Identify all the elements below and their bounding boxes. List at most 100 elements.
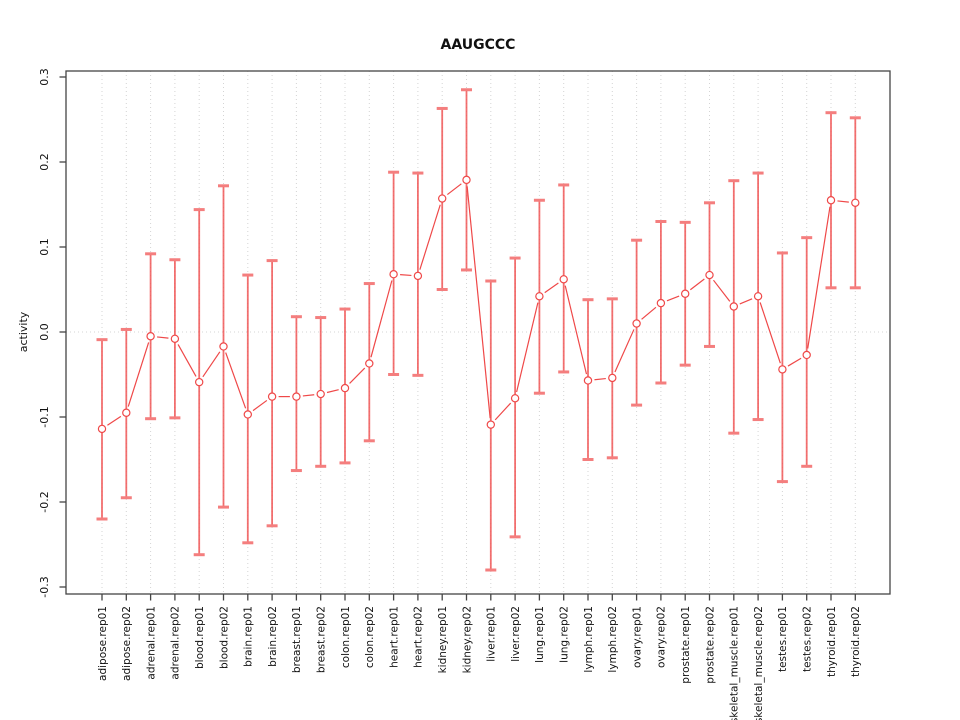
x-tick-label-liver.rep01: liver.rep01 <box>486 606 498 662</box>
series-segment <box>787 357 802 367</box>
series-segment <box>739 298 753 305</box>
x-tick-label-ovary.rep01: ovary.rep01 <box>631 606 643 668</box>
x-tick-label-lymph.rep02: lymph.rep02 <box>607 606 619 673</box>
x-tick-label-breast.rep02: breast.rep02 <box>316 606 328 673</box>
series-segment <box>494 402 512 421</box>
series-segment <box>419 204 441 270</box>
data-point-brain.rep02 <box>267 392 277 401</box>
series-segment <box>446 183 462 196</box>
data-point-testes.rep02 <box>802 350 811 360</box>
x-tick-label-liver.rep02: liver.rep02 <box>510 606 522 662</box>
series-segment <box>302 394 315 397</box>
y-tick-label: 0.2 <box>38 153 51 171</box>
x-tick-label-heart.rep01: heart.rep01 <box>388 606 400 668</box>
series-segment <box>837 200 849 203</box>
series-segment <box>202 351 221 378</box>
data-point-skeletal_muscle.rep02 <box>753 292 763 301</box>
x-tick-label-heart.rep02: heart.rep02 <box>413 606 425 668</box>
x-tick-label-kidney.rep02: kidney.rep02 <box>461 606 473 673</box>
x-tick-label-adipose.rep02: adipose.rep02 <box>121 606 133 681</box>
y-tick-label: -0.1 <box>38 406 51 427</box>
data-point-lymph.rep01 <box>583 376 593 385</box>
series-segment <box>564 285 588 375</box>
data-point-colon.rep01 <box>340 383 350 393</box>
data-point-adrenal.rep01 <box>146 332 155 341</box>
x-tick-label-lung.rep01: lung.rep01 <box>534 606 546 663</box>
series-segment <box>225 352 247 409</box>
data-point-heart.rep02 <box>413 271 423 281</box>
x-tick-label-skeletal_muscle.rep02: skeletal_muscle.rep02 <box>753 606 765 720</box>
data-point-skeletal_muscle.rep01 <box>729 302 739 311</box>
series-segment <box>107 415 122 426</box>
data-point-colon.rep02 <box>365 359 374 368</box>
data-point-liver.rep02 <box>510 394 520 403</box>
x-tick-label-prostate.rep01: prostate.rep01 <box>680 606 692 684</box>
gridlines <box>66 71 890 594</box>
x-tick-label-blood.rep01: blood.rep01 <box>194 606 206 669</box>
series-segment <box>370 280 393 358</box>
x-tick-label-brain.rep02: brain.rep02 <box>267 606 279 667</box>
series-segment <box>127 342 150 407</box>
data-point-brain.rep01 <box>243 410 252 419</box>
series-segment <box>544 282 559 294</box>
x-tick-label-lung.rep02: lung.rep02 <box>559 606 571 663</box>
x-tick-label-kidney.rep01: kidney.rep01 <box>437 606 449 673</box>
data-point-lymph.rep02 <box>608 373 617 383</box>
axes: -0.3 -0.2 -0.1 0.0 0.1 0.2 0.3 adipose.rep01 adi… <box>38 68 862 720</box>
x-tick-label-adipose.rep01: adipose.rep01 <box>97 606 109 681</box>
data-series <box>96 88 861 572</box>
data-point-lung.rep01 <box>535 292 544 301</box>
x-tick-label-adrenal.rep02: adrenal.rep02 <box>170 606 182 680</box>
series-segment <box>466 186 491 419</box>
data-point-heart.rep01 <box>389 270 398 279</box>
data-point-prostate.rep02 <box>705 270 714 280</box>
series-segment <box>641 306 657 320</box>
data-point-kidney.rep01 <box>438 194 447 203</box>
x-tick-label-lymph.rep01: lymph.rep01 <box>583 606 595 673</box>
x-tick-label-testes.rep02: testes.rep02 <box>802 606 814 672</box>
series-segment <box>759 302 781 364</box>
data-point-adrenal.rep02 <box>170 334 180 343</box>
data-point-lung.rep02 <box>559 275 568 284</box>
y-tick-label: -0.2 <box>38 491 51 512</box>
x-tick-label-testes.rep01: testes.rep01 <box>777 606 789 672</box>
series-segment <box>157 336 169 339</box>
series-segment <box>400 274 412 277</box>
series-segment <box>666 295 680 302</box>
x-tick-label-prostate.rep02: prostate.rep02 <box>704 606 716 684</box>
x-tick-label-adrenal.rep01: adrenal.rep01 <box>145 606 157 680</box>
data-point-testes.rep01 <box>778 365 787 374</box>
series-segment <box>712 279 731 302</box>
data-point-blood.rep02 <box>219 342 228 351</box>
data-point-thyroid.rep02 <box>851 198 860 207</box>
data-point-adipose.rep02 <box>122 408 131 417</box>
x-tick-label-colon.rep01: colon.rep01 <box>340 606 352 668</box>
series-segment <box>516 302 539 393</box>
x-tick-label-thyroid.rep01: thyroid.rep01 <box>826 606 838 677</box>
y-tick-label: -0.3 <box>38 576 51 597</box>
x-tick-label-colon.rep02: colon.rep02 <box>364 606 376 668</box>
x-tick-label-thyroid.rep02: thyroid.rep02 <box>850 606 862 677</box>
data-point-adipose.rep01 <box>97 424 107 434</box>
data-point-ovary.rep02 <box>656 298 666 308</box>
data-point-blood.rep01 <box>194 377 204 387</box>
data-point-liver.rep01 <box>486 420 495 429</box>
series-segment <box>252 399 268 412</box>
x-tick-label-blood.rep02: blood.rep02 <box>218 606 230 669</box>
data-point-kidney.rep02 <box>462 175 471 185</box>
y-tick-label: 0.3 <box>38 68 51 86</box>
data-point-breast.rep02 <box>316 389 325 399</box>
x-tick-label-brain.rep01: brain.rep01 <box>243 606 255 667</box>
series-segment <box>689 278 705 291</box>
series-segment <box>177 344 197 377</box>
data-point-breast.rep01 <box>292 392 301 401</box>
x-tick-label-ovary.rep02: ovary.rep02 <box>656 606 668 668</box>
x-tick-label-breast.rep01: breast.rep01 <box>291 606 303 673</box>
y-tick-label: 0.1 <box>38 238 51 256</box>
y-tick-label: 0.0 <box>38 323 51 341</box>
series-segment <box>614 329 635 373</box>
data-point-prostate.rep01 <box>681 289 690 298</box>
y-axis-label: activity <box>17 311 30 352</box>
